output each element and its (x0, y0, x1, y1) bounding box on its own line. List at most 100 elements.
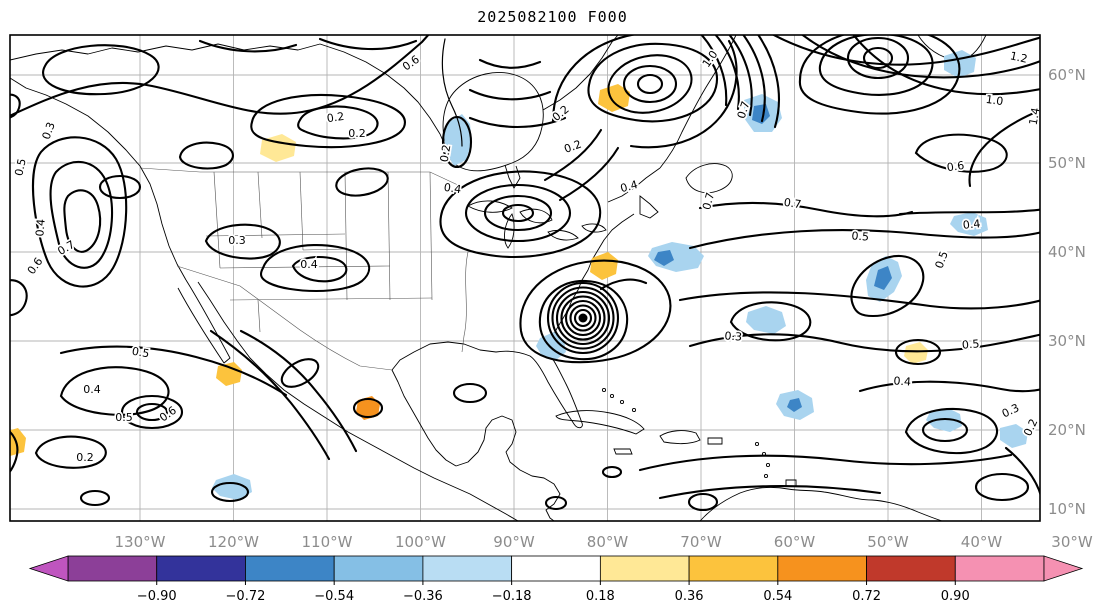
contour-label: 0.5 (131, 345, 150, 361)
x-tick-label: 100°W (395, 533, 446, 551)
contour-label: 1.2 (1009, 49, 1029, 65)
x-tick-label: 130°W (115, 533, 166, 551)
x-tick-label: 120°W (208, 533, 259, 551)
colorbar-segment (866, 555, 956, 582)
colorbar-segment (777, 555, 867, 582)
colorbar-right-arrow (1043, 555, 1084, 582)
shaded-region (444, 114, 472, 166)
shaded-region (598, 84, 630, 112)
contour-label: 0.4 (83, 383, 101, 396)
contour-label: 1.4 (1027, 107, 1043, 126)
x-tick-label: 60°W (774, 533, 816, 551)
colorbar-segment (245, 555, 335, 582)
contour-labels-layer: 0.60.20.20.30.50.40.60.70.20.20.20.4 0.40… (11, 46, 1043, 465)
y-tick-label: 40°N (1048, 243, 1086, 261)
shaded-region (260, 134, 296, 162)
contour-label: 0.2 (326, 110, 345, 125)
contour-label: 0.6 (25, 255, 46, 277)
y-tick-label: 20°N (1048, 421, 1086, 439)
x-tick-label: 40°W (961, 533, 1003, 551)
colorbar-tick-label: 0.90 (941, 589, 970, 604)
shaded-region (874, 266, 892, 290)
x-axis-labels: 130°W 120°W 110°W 100°W 90°W 80°W 70°W 60°W 50°W… (115, 533, 1093, 551)
colorbar-segment (422, 555, 513, 582)
x-tick-label: 30°W (1051, 533, 1093, 551)
contour-label: 0.6 (946, 159, 965, 174)
contour-label: 0.2 (562, 138, 583, 156)
hurricane-contours (519, 259, 672, 364)
colorbar-tick-label: −0.18 (492, 589, 532, 604)
colorbar-segment (954, 555, 1045, 582)
shaded-region (950, 212, 988, 236)
contour-label: 0.2 (76, 451, 94, 464)
contour-label: 0.4 (443, 181, 462, 196)
colorbar-segment (67, 555, 158, 582)
shaded-region (746, 306, 786, 334)
contour-label: 0.4 (962, 217, 981, 232)
shaded-region (904, 342, 928, 364)
contour-label: 0.5 (12, 157, 28, 177)
colorbar-tick-label: 0.18 (586, 589, 615, 604)
colorbar-segment (599, 555, 690, 582)
colorbar-left-arrow (28, 555, 69, 582)
contour-label: 0.2 (1021, 417, 1040, 438)
shaded-region (216, 362, 242, 386)
contour-label: 0.3 (228, 234, 246, 247)
contour-label: 0.4 (893, 374, 911, 388)
colorbar-tick-label: 0.36 (675, 589, 704, 604)
contour-label: 0.5 (933, 249, 951, 270)
colorbar-tick-label: −0.72 (226, 589, 266, 604)
colorbar: −0.90 −0.72 −0.54 −0.36 −0.18 0.18 0.36 0.54 0.7… (28, 555, 1084, 604)
map-border (9, 34, 1041, 522)
contour-label: 0.5 (851, 229, 869, 243)
shaded-region (356, 396, 380, 420)
contour-label: 0.3 (1000, 401, 1021, 420)
x-tick-label: 70°W (680, 533, 722, 551)
contour-label: 0.4 (619, 178, 639, 195)
contour-label: 0.4 (33, 218, 47, 237)
y-axis-labels: 60°N 50°N 40°N 30°N 20°N 10°N (1048, 66, 1086, 518)
contour-label: 0.2 (348, 127, 366, 140)
contour-label: 0.4 (300, 258, 318, 271)
contour-label: 1.0 (700, 48, 721, 70)
colorbar-tick-label: −0.36 (403, 589, 443, 604)
contour-label: 0.7 (783, 196, 802, 211)
contour-label: 0.3 (40, 120, 58, 141)
y-tick-label: 30°N (1048, 332, 1086, 350)
shaded-region (1000, 424, 1028, 448)
contour-label: 0.7 (700, 191, 717, 211)
colorbar-segment (156, 555, 246, 582)
shaded-regions-layer (10, 50, 1028, 500)
colorbar-segment (511, 555, 601, 582)
x-tick-label: 50°W (867, 533, 909, 551)
shaded-region (212, 474, 252, 500)
colorbar-tick-label: −0.90 (137, 589, 177, 604)
coastlines-layer (10, 35, 987, 521)
contour-label: 0.3 (724, 329, 742, 343)
x-tick-label: 90°W (493, 533, 535, 551)
x-tick-label: 110°W (302, 533, 353, 551)
contour-lines-layer (10, 35, 1040, 512)
colorbar-tick-label: 0.54 (763, 589, 792, 604)
colorbar-segment (333, 555, 424, 582)
contour-label: 0.5 (961, 337, 980, 351)
shaded-region (654, 250, 674, 266)
y-tick-label: 10°N (1048, 500, 1086, 518)
colorbar-segment (688, 555, 779, 582)
x-tick-label: 80°W (587, 533, 629, 551)
colorbar-tick-label: −0.54 (314, 589, 354, 604)
contour-label: 0.5 (115, 411, 133, 424)
contour-label: 0.6 (400, 53, 422, 74)
page-title: 2025082100 F000 (477, 8, 628, 26)
y-tick-label: 60°N (1048, 66, 1086, 84)
shaded-region (10, 428, 26, 456)
shaded-region (590, 252, 618, 280)
shaded-region (787, 398, 802, 412)
contour-label: 1.0 (985, 93, 1004, 108)
contour-label: 0.2 (438, 144, 454, 163)
colorbar-tick-label: 0.72 (852, 589, 881, 604)
y-tick-label: 50°N (1048, 154, 1086, 172)
shaded-region (752, 104, 770, 124)
